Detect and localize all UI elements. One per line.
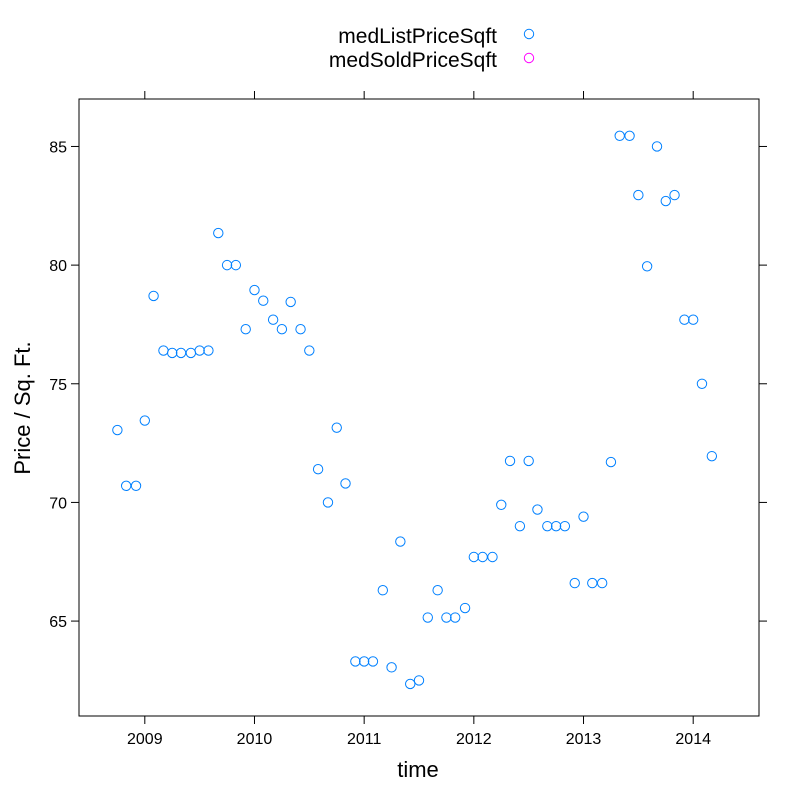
data-point [175,347,187,359]
y-tick-label: 75 [49,377,67,394]
data-point [596,577,608,589]
data-point [523,455,534,467]
data-point [304,345,315,356]
data-point [679,314,690,325]
plot-frame [78,98,760,717]
x-tick-label: 2012 [456,731,492,748]
legend-marker [523,52,535,64]
data-point [367,656,379,667]
data-point [139,415,151,426]
data-point [614,130,625,141]
y-tick-label: 80 [49,258,67,275]
data-point [477,551,488,563]
y-axis-title: Price / Sq. Ft. [10,341,35,474]
data-point [350,656,361,667]
data-point [331,422,342,433]
legend-label: medSoldPriceSqft [329,49,497,72]
data-point [422,612,433,623]
data-point [276,323,288,335]
data-point [532,504,543,515]
data-point [459,602,471,614]
data-point [240,323,251,335]
data-point [651,141,663,152]
data-point [587,577,598,589]
data-point [641,261,653,272]
data-point [578,511,589,522]
legend-label: medListPriceSqft [338,25,497,48]
data-point [550,520,562,532]
data-point [213,227,224,239]
data-point [542,520,553,532]
data-point [432,585,443,596]
data-point [295,323,306,335]
data-point [185,347,197,359]
y-tick-label: 85 [49,139,67,156]
data-point [405,678,416,690]
data-point [395,536,406,547]
data-point [258,295,269,306]
data-point [669,189,680,201]
data-point [267,314,279,325]
data-point [496,499,507,510]
data-point [687,314,699,325]
x-tick-label: 2009 [127,731,163,748]
legend-marker [523,28,535,40]
data-point [249,284,260,296]
data-point [377,585,389,596]
data-point [112,424,123,436]
data-point [514,520,526,532]
data-point [230,259,242,271]
x-axis-title: time [397,757,439,782]
data-point [285,296,296,308]
data-point [449,612,461,623]
data-point [312,464,324,475]
x-tick-label: 2010 [237,731,273,748]
data-point [130,480,142,492]
data-point [358,656,370,667]
data-point [468,551,480,563]
x-tick-label: 2014 [675,731,711,748]
y-tick-label: 70 [49,495,67,512]
data-point [120,480,132,492]
data-point [660,195,671,207]
data-points [112,130,718,690]
data-point [504,455,516,467]
data-point [194,345,205,356]
data-point [221,259,233,271]
data-point [624,130,635,141]
data-point [322,497,334,508]
axes: 2009 2010 2011 2012 2013 2014 65 70 75 80 85 [49,91,767,748]
data-point [569,577,580,589]
data-point [706,450,718,462]
data-point [148,290,159,302]
y-tick-label: 65 [49,614,67,631]
data-point [413,675,425,686]
data-point [633,189,644,201]
x-tick-label: 2011 [347,731,382,748]
data-point [487,551,498,563]
data-point [386,662,397,673]
data-point [167,347,178,359]
x-tick-label: 2013 [566,731,602,748]
data-point [158,345,169,356]
data-point [605,456,617,468]
data-point [696,378,708,389]
data-point [340,478,351,489]
data-point [559,520,571,532]
data-point [441,612,452,623]
data-point [203,345,214,356]
